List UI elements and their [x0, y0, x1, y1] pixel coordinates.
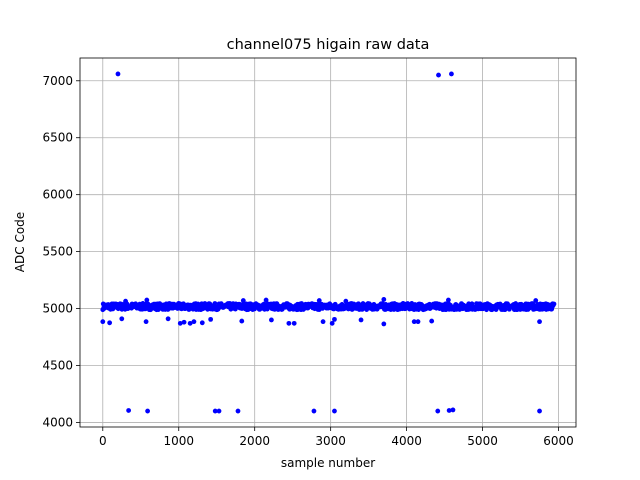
outlier-point [269, 317, 274, 323]
y-tick-label: 4000 [42, 415, 73, 429]
outlier-point [358, 317, 364, 323]
outlier-point [381, 297, 387, 302]
outlier-point [286, 320, 292, 326]
outlier-point [316, 298, 322, 303]
outlier-point [191, 319, 197, 325]
outlier-point [435, 408, 441, 414]
outlier-point [537, 408, 542, 414]
data-point [551, 301, 557, 307]
data-point [469, 301, 475, 307]
outlier-point [332, 316, 337, 322]
outlier-point [445, 297, 451, 303]
outlier-point [320, 319, 326, 325]
y-axis: 4000 4500 5000 5500 6000 6500 7000 [42, 74, 80, 429]
outlier-point [177, 320, 183, 326]
y-tick-label: 6000 [42, 188, 73, 202]
outlier-point [343, 298, 349, 304]
outlier-point [329, 320, 335, 326]
outlier-point [119, 316, 125, 322]
x-tick-label: 6000 [543, 434, 574, 448]
data-points [100, 71, 557, 414]
outlier-point [411, 319, 417, 325]
x-tick-label: 5000 [467, 434, 498, 448]
outlier-point [446, 408, 452, 413]
outlier-point [100, 319, 106, 325]
outlier-point [208, 316, 214, 322]
data-point [212, 301, 218, 306]
outlier-point [332, 408, 337, 414]
x-tick-label: 4000 [391, 434, 422, 448]
outlier-point [429, 318, 435, 324]
y-tick-label: 7000 [42, 74, 73, 88]
outlier-point [263, 297, 269, 303]
x-tick-label: 0 [99, 434, 107, 448]
grid [80, 58, 576, 427]
outlier-point [165, 316, 171, 322]
outlier-point [187, 320, 193, 326]
outlier-point [144, 297, 150, 303]
outlier-point [181, 319, 187, 325]
outlier-point [415, 319, 421, 325]
plot-frame [79, 57, 577, 428]
outlier-point [436, 72, 441, 78]
outlier-point [123, 298, 128, 304]
x-axis: 0 1000 2000 3000 4000 5000 6000 [99, 427, 574, 448]
outlier-point [107, 320, 113, 326]
outlier-point [115, 71, 121, 77]
outlier-point [216, 408, 222, 414]
outlier-point [291, 320, 297, 326]
outlier-point [143, 319, 149, 325]
outlier-point [449, 71, 454, 77]
outlier-point [145, 408, 151, 414]
y-tick-label: 4500 [42, 359, 73, 373]
x-tick-label: 1000 [163, 434, 194, 448]
y-axis-label: ADC Code [13, 212, 27, 272]
x-axis-label: sample number [281, 456, 375, 470]
outlier-point [381, 321, 387, 327]
y-tick-label: 5000 [42, 302, 73, 316]
outlier-point [311, 408, 317, 414]
outlier-point [235, 408, 241, 414]
data-point [502, 307, 508, 312]
y-tick-label: 5500 [42, 245, 73, 259]
y-tick-label: 6500 [42, 131, 73, 145]
chart-title: channel075 higain raw data [227, 37, 430, 53]
outlier-point [126, 408, 132, 413]
x-tick-label: 3000 [315, 434, 346, 448]
outlier-point [537, 319, 542, 325]
outlier-point [450, 407, 456, 413]
outlier-point [240, 298, 246, 303]
outlier-point [533, 298, 539, 303]
x-tick-label: 2000 [239, 434, 270, 448]
outlier-point [239, 318, 245, 324]
outlier-point [212, 408, 218, 414]
outlier-point [199, 320, 205, 326]
